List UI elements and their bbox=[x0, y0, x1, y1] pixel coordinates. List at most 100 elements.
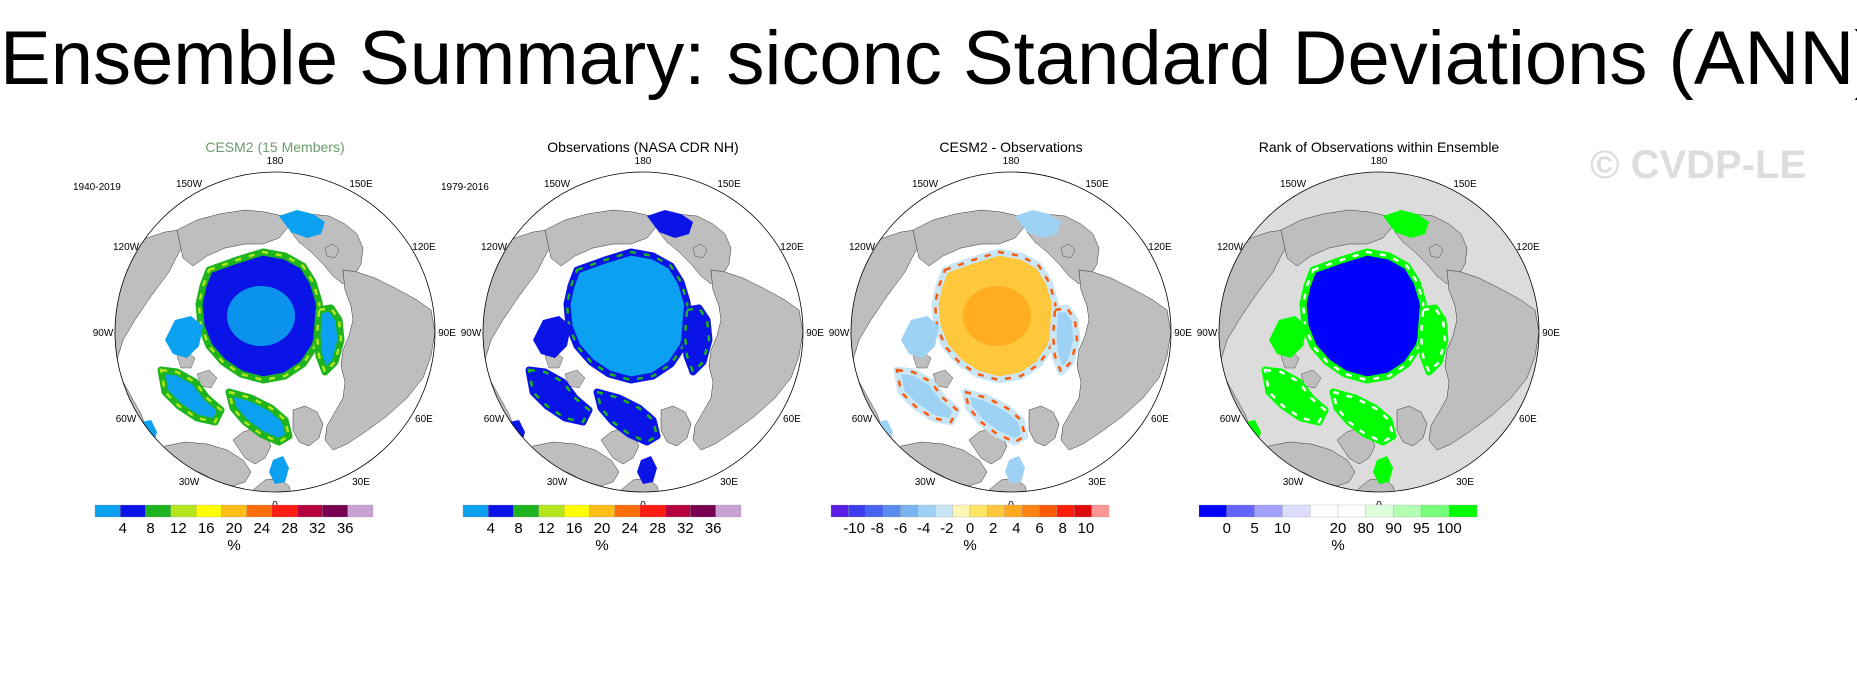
colorbar-segment bbox=[221, 504, 247, 518]
longitude-label: 60E bbox=[1151, 414, 1169, 425]
colorbar-label: 4 bbox=[119, 520, 127, 537]
island bbox=[1060, 243, 1076, 259]
colorbar-label: -8 bbox=[871, 520, 884, 537]
colorbar-segment bbox=[614, 504, 641, 518]
colorbar-segment bbox=[1198, 504, 1227, 518]
sea-ice-field bbox=[1269, 316, 1307, 358]
sea-ice-edge-high bbox=[1419, 306, 1447, 375]
colorbar-unit: % bbox=[963, 537, 976, 554]
land-mass bbox=[292, 405, 324, 447]
colorbar-segment bbox=[1421, 504, 1450, 518]
colorbar-segment bbox=[1337, 504, 1366, 518]
colorbar-label: 16 bbox=[566, 520, 583, 537]
land-mass bbox=[1280, 209, 1394, 267]
sea-ice-field bbox=[279, 210, 325, 238]
colorbar-segment bbox=[690, 504, 716, 518]
colorbar-segment bbox=[1254, 504, 1283, 518]
sea-ice-field bbox=[897, 370, 957, 422]
sea-ice-field bbox=[637, 456, 657, 484]
colorbar-segment bbox=[848, 504, 866, 518]
colorbar-label: 2 bbox=[989, 520, 997, 537]
longitude-label: 90E bbox=[1542, 328, 1560, 339]
figure-title: Ensemble Summary: siconc Standard Deviat… bbox=[0, 16, 1857, 101]
colorbar-segment bbox=[589, 504, 615, 518]
longitude-label: 30E bbox=[720, 477, 738, 488]
colorbar-label: -10 bbox=[843, 520, 865, 537]
colorbar-segment bbox=[639, 504, 666, 518]
land-mass bbox=[1028, 405, 1060, 447]
colorbar-unit: % bbox=[227, 537, 240, 554]
colorbar-label: 10 bbox=[1274, 520, 1291, 537]
sea-ice-edge-high bbox=[315, 306, 343, 375]
land-mass bbox=[912, 209, 1026, 267]
colorbar-segment bbox=[120, 504, 146, 518]
colorbar-label: 95 bbox=[1413, 520, 1430, 537]
colorbar-segment bbox=[297, 504, 323, 518]
colorbar-segment bbox=[830, 504, 849, 518]
longitude-label: 30W bbox=[547, 477, 568, 488]
longitude-label: 180 bbox=[635, 156, 652, 167]
colorbar-label: -2 bbox=[940, 520, 953, 537]
colorbar-segment bbox=[563, 504, 590, 518]
colorbar-segment bbox=[1091, 504, 1110, 518]
longitude-label: 60E bbox=[1519, 414, 1537, 425]
panel-cesm2-stddev: CESM2 (15 Members) 1940-2019 180 150E 120E 90… bbox=[73, 139, 456, 554]
colorbar-segment bbox=[952, 504, 971, 518]
colorbar-segment bbox=[145, 504, 171, 518]
colorbar-segment bbox=[1039, 504, 1058, 518]
colorbar-segment bbox=[1226, 504, 1255, 518]
panel-observations-stddev: Observations (NASA CDR NH) 1979-2016 180 15… bbox=[441, 139, 824, 554]
longitude-label: 120E bbox=[780, 242, 804, 253]
colorbar-label: 100 bbox=[1437, 520, 1462, 537]
colorbar-segment bbox=[935, 504, 953, 518]
watermark: © CVDP-LE bbox=[1590, 143, 1807, 187]
colorbar-segment bbox=[246, 504, 273, 518]
longitude-label: 150E bbox=[717, 179, 741, 190]
sea-ice-field bbox=[269, 456, 289, 484]
land-mass bbox=[988, 477, 1030, 492]
longitude-label: 120W bbox=[849, 242, 876, 253]
map-border bbox=[850, 171, 1172, 493]
colorbar-segment bbox=[865, 504, 884, 518]
sea-ice-edge-high bbox=[963, 390, 1027, 444]
longitude-label: 150E bbox=[1085, 179, 1109, 190]
land-mass bbox=[620, 477, 662, 492]
colorbar-label: 0 bbox=[1223, 520, 1231, 537]
colorbar-label: 4 bbox=[487, 520, 495, 537]
colorbar-segment bbox=[94, 504, 121, 518]
panel-title: Rank of Observations within Ensemble bbox=[1259, 139, 1500, 155]
longitude-label: 30W bbox=[179, 477, 200, 488]
longitude-label: 60W bbox=[484, 414, 505, 425]
longitude-label: 60E bbox=[783, 414, 801, 425]
island bbox=[324, 243, 340, 259]
longitude-label: 90W bbox=[1197, 328, 1218, 339]
central-arctic bbox=[227, 286, 295, 346]
colorbar-segment bbox=[1282, 504, 1311, 518]
sea-ice-edge-high bbox=[227, 390, 291, 444]
colorbar-unit: % bbox=[595, 537, 608, 554]
colorbar-segment bbox=[462, 504, 489, 518]
sea-ice-field bbox=[1333, 392, 1393, 442]
longitude-label: 120E bbox=[412, 242, 436, 253]
sea-ice-edge bbox=[157, 366, 225, 426]
longitude-label: 120W bbox=[481, 242, 508, 253]
land-mass bbox=[1396, 405, 1428, 447]
colorbar-label: 24 bbox=[621, 520, 638, 537]
colorbar-segment bbox=[665, 504, 691, 518]
longitude-label: 150E bbox=[1453, 179, 1477, 190]
longitude-label: 150E bbox=[349, 179, 373, 190]
longitude-label: 90W bbox=[461, 328, 482, 339]
map-border bbox=[1218, 171, 1540, 493]
longitude-label: 30W bbox=[915, 477, 936, 488]
sea-ice-field bbox=[229, 392, 289, 442]
colorbar-label: 80 bbox=[1357, 520, 1374, 537]
sea-ice-field bbox=[1005, 456, 1025, 484]
sea-ice-edge bbox=[1261, 366, 1329, 426]
longitude-label: 120E bbox=[1516, 242, 1540, 253]
colorbar-label: 6 bbox=[1035, 520, 1043, 537]
colorbar-segment bbox=[271, 504, 298, 518]
colorbar-label: 32 bbox=[677, 520, 694, 537]
longitude-label: 60E bbox=[415, 414, 433, 425]
sea-ice-field bbox=[1265, 370, 1325, 422]
sea-ice-field bbox=[161, 370, 221, 422]
